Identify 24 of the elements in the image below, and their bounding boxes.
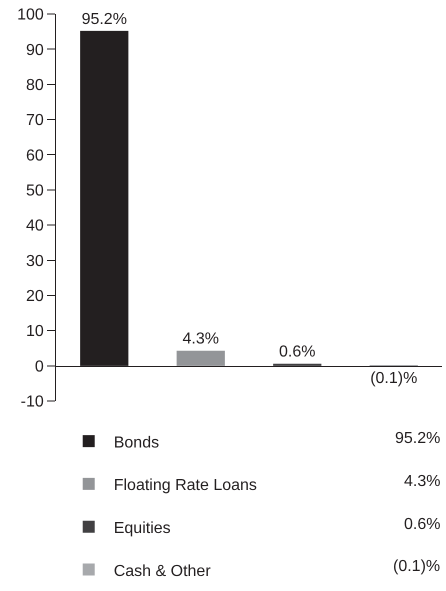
y-tick-label: 40 [26, 218, 44, 235]
text: 95.2% [395, 430, 440, 447]
y-tick-label: 90 [26, 42, 44, 59]
data-label: 95.2% [82, 10, 127, 28]
y-tick-label: 60 [26, 147, 44, 164]
legend-label: Bonds [114, 434, 160, 452]
y-tick-label: -10 [20, 394, 44, 411]
y-tick-label: 30 [26, 252, 44, 270]
text: (0.1)% [393, 558, 440, 575]
y-tick-label: 10 [26, 323, 44, 340]
y-tick-label: 50 [26, 182, 44, 200]
data-label: 4.3% [182, 330, 219, 348]
text: 4.3% [404, 473, 440, 490]
y-tick-label: 0 [34, 358, 44, 376]
data-label: 0.6% [279, 344, 316, 361]
y-tick-label: 20 [26, 288, 44, 306]
legend-label: Cash & Other [114, 562, 212, 580]
y-tick-label: 100 [17, 6, 44, 24]
legend-label: Equities [114, 520, 171, 537]
data-label: (0.1)% [370, 370, 418, 387]
y-tick-label: 70 [26, 112, 44, 130]
y-tick-label: 80 [26, 76, 44, 94]
text: 0.6% [404, 516, 440, 533]
legend-label: Floating Rate Loans [114, 477, 257, 494]
